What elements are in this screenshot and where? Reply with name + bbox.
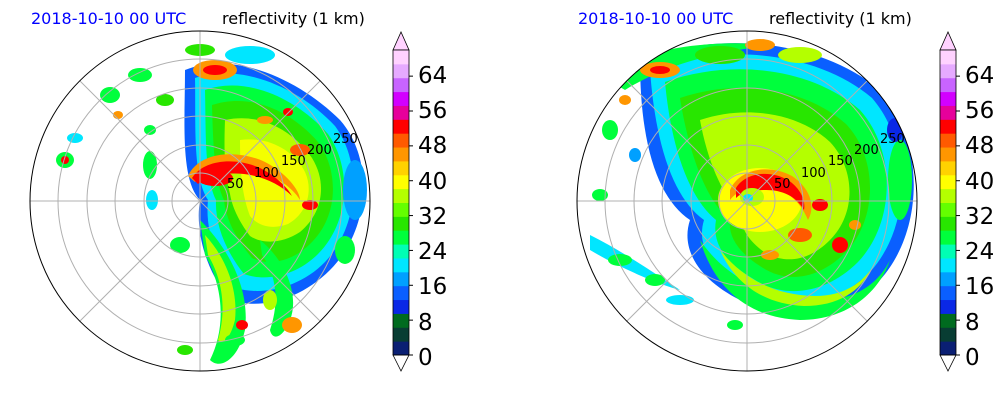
colorbar-tick-label: 64 bbox=[965, 63, 994, 89]
colorbar-segment bbox=[940, 313, 956, 328]
colorbar-tick-label: 0 bbox=[418, 345, 433, 371]
colorbar-segment bbox=[393, 50, 409, 65]
colorbar-segment bbox=[940, 285, 956, 301]
colorbar-segment bbox=[940, 91, 956, 106]
colorbar-extend-max bbox=[939, 31, 957, 51]
panel-right-colorbar-ticks: 64 56 48 40 32 24 16 8 0 bbox=[965, 63, 994, 371]
colorbar-segment bbox=[940, 105, 956, 120]
colorbar-segment bbox=[940, 202, 956, 217]
colorbar-segment bbox=[393, 188, 409, 203]
colorbar-frame bbox=[939, 49, 957, 356]
colorbar-tick-label: 8 bbox=[965, 310, 980, 336]
panel-right-variable-title: reflectivity (1 km) bbox=[769, 9, 912, 28]
colorbar-segment bbox=[393, 327, 409, 342]
colorbar-segment bbox=[393, 160, 409, 176]
colorbar-segment bbox=[940, 63, 956, 79]
panel-right-radial-label: 200 bbox=[854, 143, 879, 158]
colorbar-segment bbox=[393, 216, 409, 231]
colorbar-segment bbox=[940, 244, 956, 259]
colorbar-segment bbox=[940, 147, 956, 162]
colorbar-segment bbox=[940, 341, 956, 356]
panel-left-radial-label: 200 bbox=[307, 143, 332, 158]
colorbar-segment bbox=[393, 202, 409, 217]
panel-right-polar-grid bbox=[577, 31, 917, 371]
panel-left-radial-labels: 50 100 150 200 250 bbox=[227, 132, 358, 192]
colorbar-segment bbox=[393, 133, 409, 148]
colorbar-segment bbox=[940, 133, 956, 148]
colorbar-segment bbox=[393, 271, 409, 287]
colorbar-segment bbox=[393, 341, 409, 356]
colorbar-segment bbox=[940, 119, 956, 134]
panel-left-reflectivity-field bbox=[56, 44, 367, 364]
panel-left-polar-grid bbox=[30, 31, 370, 371]
panel-left: 2018-10-10 00 UTC reflectivity (1 km) bbox=[29, 9, 447, 372]
colorbar-segment bbox=[393, 285, 409, 301]
colorbar-segment bbox=[940, 299, 956, 314]
colorbar-segment bbox=[393, 299, 409, 314]
colorbar-extend-max bbox=[392, 31, 410, 51]
colorbar-tick-label: 56 bbox=[965, 98, 994, 124]
colorbar-segment bbox=[393, 91, 409, 106]
colorbar-tick-label: 56 bbox=[418, 98, 447, 124]
panel-left-radial-label: 50 bbox=[227, 177, 244, 192]
colorbar-tick-label: 64 bbox=[418, 63, 447, 89]
colorbar-segment bbox=[393, 174, 409, 190]
panel-right-radial-label: 100 bbox=[801, 166, 826, 181]
panel-left-colorbar bbox=[392, 31, 413, 372]
colorbar-segment bbox=[393, 63, 409, 79]
colorbar-tick-label: 16 bbox=[965, 274, 994, 300]
colorbar-segment bbox=[940, 50, 956, 65]
panel-left-colorbar-ticks: 64 56 48 40 32 24 16 8 0 bbox=[418, 63, 447, 371]
panel-left-radial-label: 150 bbox=[281, 154, 306, 169]
colorbar-tick-label: 8 bbox=[418, 310, 433, 336]
colorbar-frame bbox=[392, 49, 410, 356]
colorbar-segment bbox=[940, 160, 956, 176]
panel-left-radial-label: 250 bbox=[333, 132, 358, 147]
colorbar-segment bbox=[940, 257, 956, 273]
panel-left-date-title: 2018-10-10 00 UTC bbox=[31, 9, 186, 28]
colorbar-segment bbox=[393, 230, 409, 245]
colorbar-segment bbox=[940, 271, 956, 287]
colorbar-segment bbox=[393, 77, 409, 93]
panel-right-colorbar bbox=[939, 31, 960, 372]
colorbar-extend-min bbox=[939, 354, 957, 372]
panel-right-date-title: 2018-10-10 00 UTC bbox=[578, 9, 733, 28]
colorbar-tick-label: 48 bbox=[418, 133, 447, 159]
colorbar-segment bbox=[940, 188, 956, 203]
colorbar-tick-label: 24 bbox=[965, 239, 994, 265]
colorbar-segment bbox=[940, 77, 956, 93]
colorbar-segment bbox=[393, 244, 409, 259]
colorbar-segment bbox=[940, 327, 956, 342]
colorbar-segment bbox=[393, 119, 409, 134]
panel-right: 2018-10-10 00 UTC reflectivity (1 km) bbox=[576, 9, 994, 372]
colorbar-tick-label: 32 bbox=[965, 204, 994, 230]
colorbar-segment bbox=[393, 147, 409, 162]
panel-left-radial-label: 100 bbox=[254, 166, 279, 181]
colorbar-segment bbox=[940, 216, 956, 231]
colorbar-tick-label: 24 bbox=[418, 239, 447, 265]
colorbar-segment bbox=[393, 105, 409, 120]
colorbar-tick-label: 0 bbox=[965, 345, 980, 371]
colorbar-tick-label: 40 bbox=[965, 169, 994, 195]
panel-right-radial-labels: 50 100 150 200 250 bbox=[774, 132, 905, 192]
colorbar-segment bbox=[393, 257, 409, 273]
colorbar-tick-label: 40 bbox=[418, 169, 447, 195]
panel-right-polar-frame bbox=[576, 30, 918, 372]
panel-right-radial-label: 150 bbox=[828, 154, 853, 169]
colorbar-tick-label: 48 bbox=[965, 133, 994, 159]
colorbar-extend-min bbox=[392, 354, 410, 372]
panel-left-variable-title: reflectivity (1 km) bbox=[222, 9, 365, 28]
panel-right-radial-label: 50 bbox=[774, 177, 791, 192]
colorbar-segment bbox=[940, 174, 956, 190]
panel-left-polar-frame bbox=[29, 30, 371, 372]
colorbar-segment bbox=[393, 313, 409, 328]
colorbar-segment bbox=[940, 230, 956, 245]
panel-right-reflectivity-field bbox=[590, 39, 914, 330]
panel-right-radial-label: 250 bbox=[880, 132, 905, 147]
colorbar-tick-label: 16 bbox=[418, 274, 447, 300]
colorbar-tick-label: 32 bbox=[418, 204, 447, 230]
